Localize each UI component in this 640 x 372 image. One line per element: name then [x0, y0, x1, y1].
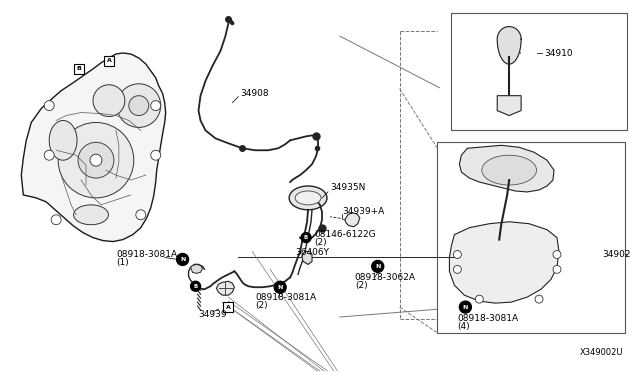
Polygon shape: [345, 213, 360, 227]
Text: X349002U: X349002U: [580, 348, 623, 357]
Circle shape: [117, 84, 161, 128]
Circle shape: [372, 260, 384, 272]
Circle shape: [460, 301, 471, 313]
Text: 34935N: 34935N: [330, 183, 365, 192]
Ellipse shape: [289, 186, 327, 210]
Ellipse shape: [295, 191, 321, 205]
Circle shape: [51, 215, 61, 225]
Circle shape: [553, 250, 561, 259]
Circle shape: [90, 154, 102, 166]
Text: (2): (2): [314, 238, 326, 247]
Bar: [104, 56, 114, 66]
Polygon shape: [216, 281, 234, 295]
Polygon shape: [302, 251, 312, 264]
Text: 08146-6122G: 08146-6122G: [314, 230, 376, 239]
Circle shape: [535, 295, 543, 303]
Text: A: A: [106, 58, 111, 64]
Text: B: B: [77, 66, 81, 71]
Circle shape: [274, 281, 286, 293]
Polygon shape: [21, 53, 166, 241]
Circle shape: [151, 150, 161, 160]
Circle shape: [44, 150, 54, 160]
Ellipse shape: [49, 121, 77, 160]
Circle shape: [44, 101, 54, 110]
Circle shape: [93, 85, 125, 116]
Text: B: B: [304, 235, 308, 240]
Text: 08918-3062A: 08918-3062A: [355, 273, 416, 282]
Text: 34939+A: 34939+A: [342, 207, 384, 216]
Polygon shape: [191, 264, 202, 273]
Text: B: B: [193, 284, 198, 289]
Text: (4): (4): [458, 323, 470, 331]
Polygon shape: [497, 96, 521, 116]
Circle shape: [301, 232, 311, 243]
Text: 34908: 34908: [241, 89, 269, 98]
Text: N: N: [375, 264, 380, 269]
Circle shape: [78, 142, 114, 178]
Text: 34939: 34939: [198, 310, 227, 318]
Bar: [451, 13, 627, 131]
Circle shape: [191, 281, 200, 291]
Text: 08918-3081A: 08918-3081A: [255, 293, 316, 302]
Text: N: N: [278, 285, 283, 290]
Circle shape: [129, 96, 148, 116]
Text: 34910: 34910: [544, 48, 573, 58]
Circle shape: [177, 253, 189, 265]
Text: 34902: 34902: [602, 250, 630, 259]
Ellipse shape: [74, 205, 108, 225]
Polygon shape: [497, 27, 521, 64]
Bar: [74, 64, 84, 74]
Bar: [438, 142, 625, 333]
Circle shape: [453, 250, 461, 259]
Circle shape: [58, 122, 134, 198]
Circle shape: [553, 265, 561, 273]
Circle shape: [136, 210, 146, 220]
Text: 36406Y: 36406Y: [295, 248, 329, 257]
Polygon shape: [460, 145, 554, 192]
Text: N: N: [463, 305, 468, 310]
Bar: [223, 302, 234, 312]
Polygon shape: [449, 222, 559, 303]
Circle shape: [476, 295, 483, 303]
Text: N: N: [180, 257, 186, 262]
Text: 08918-3081A: 08918-3081A: [458, 314, 518, 324]
Text: 08918-3081A: 08918-3081A: [116, 250, 177, 259]
Text: A: A: [226, 305, 231, 310]
Circle shape: [151, 101, 161, 110]
Text: (2): (2): [355, 281, 367, 290]
Text: (1): (1): [116, 258, 129, 267]
Ellipse shape: [482, 155, 536, 185]
Text: (2): (2): [255, 301, 268, 310]
Circle shape: [453, 265, 461, 273]
